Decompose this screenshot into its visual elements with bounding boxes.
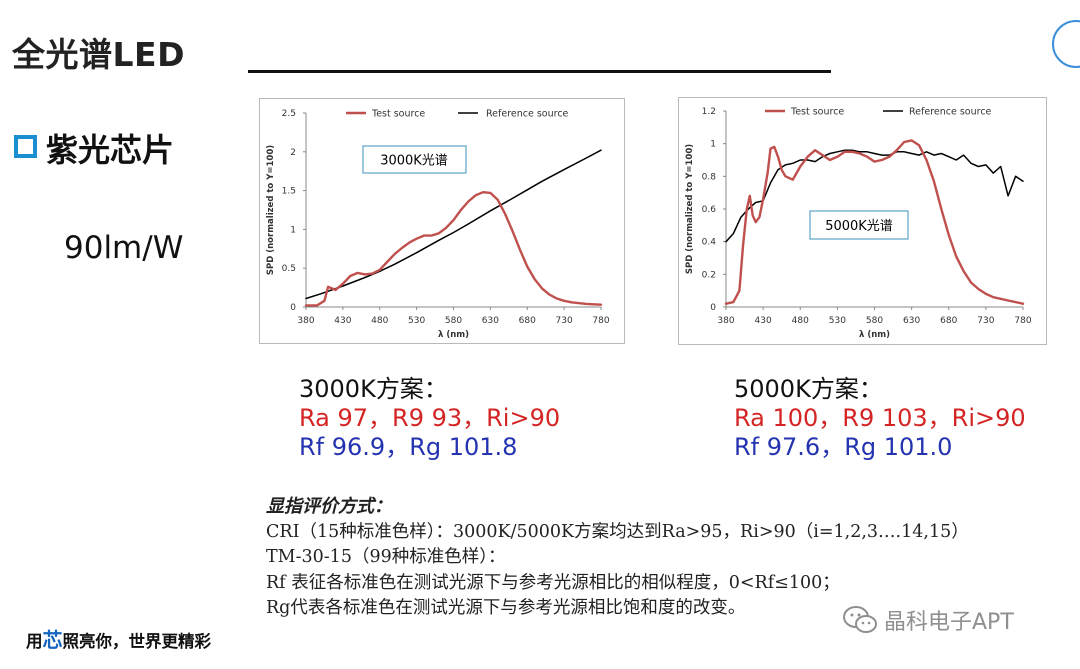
y-tick-label: 0.8: [702, 172, 717, 182]
y-tick-label: 1: [290, 225, 296, 235]
x-tick-label: 580: [445, 316, 462, 326]
spd-chart-5000k: 380 430 480 530 580 630 680 730 780 0 0.2 0.4 0.6 0.8…: [678, 97, 1047, 345]
scheme-3000k-tm30: Rf 96.9，Rg 101.8: [299, 433, 518, 461]
y-tick-label: 1.2: [702, 107, 716, 117]
notes-line-rf: Rf 表征各标准色在测试光源下与参考光源相比的相似程度，0<Rf≤100；: [266, 572, 840, 593]
y-tick-label: 0: [290, 303, 296, 313]
x-tick-label: 480: [371, 316, 388, 326]
x-axis-label: λ (nm): [859, 330, 890, 340]
notes-line-tm30: TM-30-15（99种标准色样）：: [266, 547, 506, 567]
footer-slogan: 用芯照亮你，世界更精彩: [26, 624, 211, 653]
y-tick-label: 0: [710, 303, 716, 313]
x-tick-label: 780: [592, 316, 609, 326]
scheme-3000k-heading: 3000K方案：: [299, 375, 448, 403]
x-tick-label: 780: [1014, 316, 1031, 326]
legend-label-reference: Reference source: [486, 109, 569, 120]
x-tick-label: 630: [482, 316, 499, 326]
y-axis-label: SPD (normalized to Y=100): [685, 144, 695, 274]
x-tick-label: 730: [556, 316, 573, 326]
x-tick-label: 430: [755, 316, 772, 326]
reference-source-line: [305, 149, 602, 300]
legend-label-reference: Reference source: [909, 107, 992, 118]
y-tick-label: 2.5: [282, 109, 296, 119]
scheme-5000k-heading: 5000K方案：: [734, 375, 883, 403]
y-tick-label: 0.2: [702, 270, 716, 280]
x-tick-label: 730: [977, 316, 994, 326]
scheme-3000k: 3000K方案： Ra 97，R9 93，Ri>90 Rf 96.9，Rg 10…: [299, 375, 560, 462]
title-divider: [248, 70, 831, 73]
x-tick-label: 680: [940, 316, 957, 326]
y-tick-label: 0.4: [702, 238, 717, 248]
annotation-box: [362, 145, 467, 174]
notes-line-rg: Rg代表各标准色在测试光源下与参考光源相比饱和度的改变。: [266, 598, 746, 618]
slogan-highlight: 芯: [42, 628, 63, 652]
bullet-square-icon: [14, 135, 37, 158]
notes-title: 显指评价方式：: [266, 496, 392, 517]
luminous-efficacy: 90lm/W: [64, 230, 184, 266]
x-tick-label: 580: [866, 316, 883, 326]
wechat-icon: [843, 606, 877, 633]
x-tick-label: 530: [408, 316, 425, 326]
slogan-pre: 用: [26, 632, 43, 651]
x-tick-label: 630: [903, 316, 920, 326]
y-tick-label: 1: [710, 140, 716, 150]
page-title: 全光谱LED: [12, 35, 185, 74]
scheme-3000k-cri: Ra 97，R9 93，Ri>90: [299, 404, 561, 432]
slogan-post: 照亮你，世界更精彩: [62, 632, 212, 651]
y-tick-label: 1.5: [282, 187, 296, 197]
x-tick-label: 380: [297, 316, 314, 326]
y-tick-label: 0.5: [282, 264, 296, 274]
x-axis-label: λ (nm): [438, 330, 469, 340]
reference-source-line: [725, 149, 1024, 243]
y-tick-label: 0.6: [702, 205, 717, 215]
scheme-5000k: 5000K方案： Ra 100，R9 103，Ri>90 Rf 97.6，Rg …: [734, 375, 1026, 462]
legend-label-test: Test source: [790, 107, 844, 118]
test-source-line: [304, 191, 603, 307]
y-tick-label: 2: [290, 148, 296, 158]
x-tick-label: 430: [334, 316, 351, 326]
corner-logo-arc: [1052, 20, 1080, 68]
spd-chart-3000k: 380 430 480 530 580 630 680 730 780 0 0.5 1 1.5 2 2.5 λ…: [259, 98, 625, 344]
test-source-line: [724, 139, 1025, 305]
x-tick-label: 380: [717, 316, 734, 326]
notes-line-cri: CRI（15种标准色样）：3000K/5000K方案均达到Ra>95，Ri>90…: [266, 521, 969, 542]
y-axis-label: SPD (normalized to Y=100): [266, 145, 276, 275]
spd-chart-5000k-svg: 380 430 480 530 580 630 680 730 780 0 0.2 0.4 0.6 0.8…: [685, 107, 1032, 341]
annotation-box: [809, 210, 909, 240]
legend-label-test: Test source: [371, 109, 425, 120]
spd-chart-3000k-svg: 380 430 480 530 580 630 680 730 780 0 0.5 1 1.5 2 2.5 λ…: [266, 109, 610, 341]
scheme-5000k-cri: Ra 100，R9 103，Ri>90: [734, 404, 1026, 432]
annotation-label: 3000K光谱: [380, 154, 448, 169]
bullet-heading: 紫光芯片: [46, 131, 175, 169]
x-tick-label: 680: [519, 316, 536, 326]
annotation-label: 5000K光谱: [825, 219, 893, 234]
wechat-watermark: 晶科电子APT: [842, 604, 1014, 636]
scheme-5000k-tm30: Rf 97.6，Rg 101.0: [734, 433, 953, 461]
x-tick-label: 530: [829, 316, 846, 326]
x-tick-label: 480: [792, 316, 809, 326]
evaluation-notes: 显指评价方式： CRI（15种标准色样）：3000K/5000K方案均达到Ra>…: [266, 494, 969, 622]
watermark-text: 晶科电子APT: [884, 610, 1014, 635]
